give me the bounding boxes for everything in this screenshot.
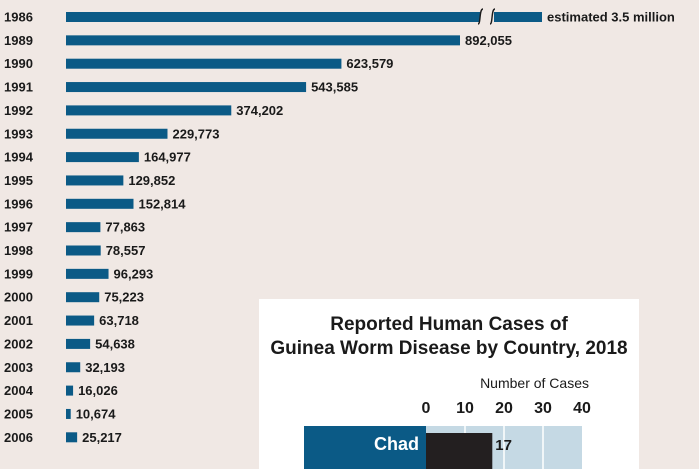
x-tick-label: 30 bbox=[534, 400, 552, 417]
x-tick-label: 0 bbox=[422, 400, 431, 417]
bar bbox=[66, 315, 95, 326]
year-label: 2006 bbox=[4, 430, 33, 445]
year-label: 2002 bbox=[4, 336, 33, 351]
bar bbox=[66, 198, 134, 209]
value-label: 623,579 bbox=[346, 56, 393, 71]
year-label: 2005 bbox=[4, 406, 33, 421]
inset-title: Reported Human Cases of Guinea Worm Dise… bbox=[259, 313, 639, 361]
bar bbox=[66, 338, 91, 349]
value-label: 75,223 bbox=[104, 290, 144, 305]
year-label: 2001 bbox=[4, 313, 33, 328]
bar bbox=[66, 82, 307, 93]
inset-title-line-1: Reported Human Cases of bbox=[330, 314, 568, 335]
year-label: 1997 bbox=[4, 220, 33, 235]
country-bar bbox=[426, 433, 493, 469]
value-label: 54,638 bbox=[95, 336, 135, 351]
value-label: 96,293 bbox=[114, 266, 154, 281]
value-label: 77,863 bbox=[105, 220, 145, 235]
year-label: 1991 bbox=[4, 80, 33, 95]
country-label: Chad bbox=[374, 434, 419, 454]
year-label: 2004 bbox=[4, 383, 34, 398]
year-label: 2003 bbox=[4, 360, 33, 375]
inset-title-line-2: Guinea Worm Disease by Country, 2018 bbox=[270, 338, 628, 359]
country-cases-inset: Number of Cases 0 10 20 30 40 Chad 17 Reported … bbox=[259, 299, 639, 469]
year-label: 1992 bbox=[4, 103, 33, 118]
value-label: 164,977 bbox=[144, 150, 191, 165]
value-label: 16,026 bbox=[78, 383, 118, 398]
year-label: 1995 bbox=[4, 173, 33, 188]
value-label: 63,718 bbox=[99, 313, 139, 328]
x-tick-label: 40 bbox=[573, 400, 591, 417]
year-label: 1996 bbox=[4, 196, 33, 211]
bar bbox=[66, 128, 168, 139]
bar bbox=[66, 105, 232, 116]
value-label: 32,193 bbox=[85, 360, 125, 375]
value-label: 152,814 bbox=[138, 196, 186, 211]
value-label: 892,055 bbox=[465, 33, 512, 48]
value-label: 10,674 bbox=[76, 406, 117, 421]
year-label: 1994 bbox=[4, 150, 34, 165]
x-axis-label: Number of Cases bbox=[480, 375, 589, 391]
value-label: estimated 3.5 million bbox=[547, 10, 675, 25]
year-label: 1989 bbox=[4, 33, 33, 48]
value-label: 374,202 bbox=[236, 103, 283, 118]
bar bbox=[66, 58, 342, 69]
value-label: 129,852 bbox=[128, 173, 175, 188]
bar bbox=[66, 245, 101, 256]
bar bbox=[66, 268, 109, 279]
bar bbox=[66, 432, 78, 443]
year-label: 2000 bbox=[4, 290, 33, 305]
bar bbox=[66, 35, 460, 46]
value-label: 229,773 bbox=[172, 126, 219, 141]
bar bbox=[66, 222, 101, 233]
bar bbox=[66, 152, 139, 163]
axis-break-icon bbox=[477, 8, 496, 25]
bar bbox=[66, 362, 81, 373]
bar bbox=[66, 12, 542, 22]
year-label: 1999 bbox=[4, 266, 33, 281]
x-tick-label: 10 bbox=[456, 400, 474, 417]
cases-by-year-chart: 1986 estimated 3.5 million 1989 892,055 1990… bbox=[4, 8, 675, 445]
value-label: 25,217 bbox=[82, 430, 122, 445]
year-label: 1986 bbox=[4, 10, 33, 25]
bar bbox=[66, 385, 74, 396]
country-value-label: 17 bbox=[495, 437, 512, 454]
year-label: 1998 bbox=[4, 243, 33, 258]
bar bbox=[66, 292, 100, 303]
year-label: 1990 bbox=[4, 56, 33, 71]
value-label: 78,557 bbox=[106, 243, 146, 258]
x-tick-label: 20 bbox=[495, 400, 513, 417]
year-label: 1993 bbox=[4, 126, 33, 141]
bar bbox=[66, 175, 124, 186]
value-label: 543,585 bbox=[311, 80, 358, 95]
bar bbox=[66, 408, 71, 419]
